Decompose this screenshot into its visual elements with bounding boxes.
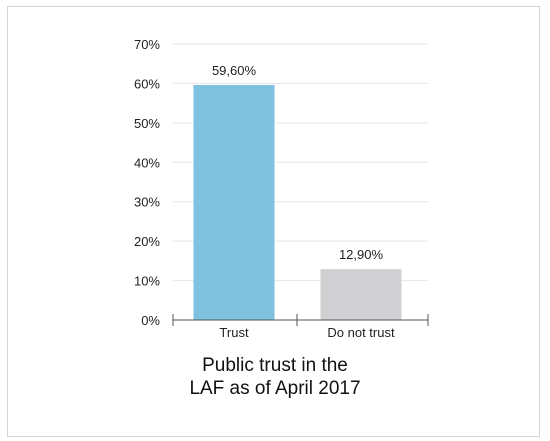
y-tick-label: 30% <box>134 195 160 210</box>
bar <box>193 85 275 321</box>
y-tick-label: 40% <box>134 155 160 170</box>
y-tick-label: 10% <box>134 274 160 289</box>
caption-line-1: Public trust in the <box>202 355 348 376</box>
chart-caption: Public trust in the LAF as of April 2017 <box>0 354 550 400</box>
y-tick-label: 70% <box>134 37 160 52</box>
data-label: 12,90% <box>339 247 384 262</box>
y-tick-label: 60% <box>134 76 160 91</box>
y-tick-label: 20% <box>134 234 160 249</box>
category-label: Trust <box>219 325 249 340</box>
y-tick-label: 0% <box>141 313 160 328</box>
y-tick-label: 50% <box>134 116 160 131</box>
data-label: 59,60% <box>212 63 257 78</box>
caption-line-2: LAF as of April 2017 <box>189 378 361 399</box>
bar <box>320 269 402 320</box>
category-label: Do not trust <box>327 325 395 340</box>
